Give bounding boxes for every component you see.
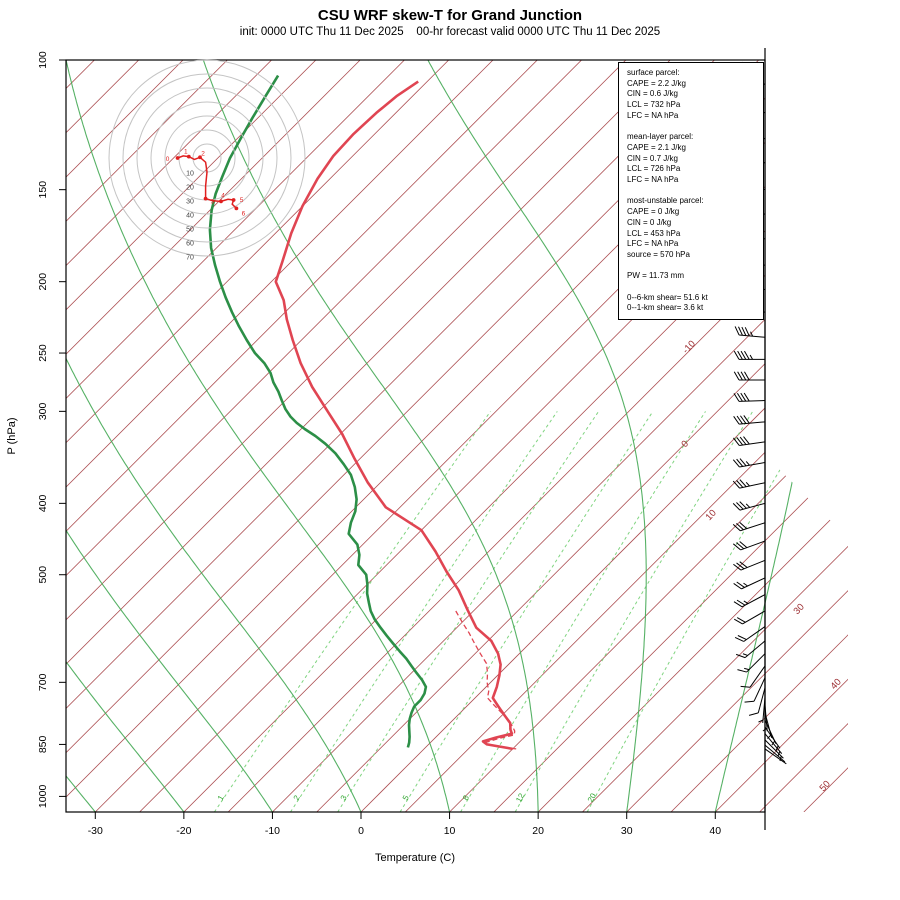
info-line: 0--1-km shear= 3.6 kt: [627, 303, 704, 313]
svg-text:3: 3: [211, 199, 215, 206]
info-line: LFC = NA hPa: [627, 239, 679, 249]
svg-text:0: 0: [679, 439, 691, 450]
svg-text:40: 40: [829, 677, 844, 692]
svg-text:30: 30: [621, 825, 633, 837]
info-line: [627, 122, 759, 133]
info-line: LCL = 732 hPa: [627, 100, 681, 110]
svg-text:20: 20: [532, 825, 544, 837]
svg-text:0: 0: [166, 156, 170, 163]
parcel-trace: [455, 610, 517, 750]
svg-text:700: 700: [37, 673, 49, 691]
svg-text:60: 60: [186, 241, 194, 248]
info-line: LCL = 726 hPa: [627, 164, 681, 174]
svg-text:150: 150: [37, 181, 49, 199]
info-line: source = 570 hPa: [627, 249, 690, 259]
svg-text:2: 2: [292, 793, 302, 802]
svg-text:10: 10: [186, 171, 194, 178]
svg-text:8: 8: [461, 793, 471, 802]
svg-text:50: 50: [186, 227, 194, 234]
info-line: CIN = 0.6 J/kg: [627, 89, 678, 99]
info-line: CIN = 0.7 J/kg: [627, 153, 678, 163]
chart-subtitle: init: 0000 UTC Thu 11 Dec 2025 00-hr for…: [239, 26, 661, 38]
svg-text:-10: -10: [680, 339, 697, 357]
svg-text:10: 10: [444, 825, 456, 837]
info-line: LFC = NA hPa: [627, 110, 679, 120]
svg-text:-10: -10: [265, 825, 280, 837]
svg-text:3: 3: [339, 793, 349, 802]
svg-text:0: 0: [358, 825, 364, 837]
mixing-ratio-labels: 1 2 3 5 8 12 20: [216, 791, 598, 804]
mixing-ratio-lines: [213, 411, 816, 812]
svg-text:4: 4: [221, 192, 225, 199]
hodograph: 10 20 30 40 50 60 70 0 1 2 34 5 6: [108, 59, 306, 262]
svg-text:20: 20: [586, 791, 598, 804]
svg-text:850: 850: [37, 735, 49, 753]
x-axis-title: Temperature (C): [375, 852, 455, 864]
svg-text:-20: -20: [176, 825, 191, 837]
info-line: LCL = 453 hPa: [627, 228, 681, 238]
info-line: CAPE = 0 J/kg: [627, 207, 680, 217]
dewpoint-trace: [208, 74, 428, 748]
isotherm-labels: -10 0 10 30 40 50: [679, 339, 843, 794]
info-line: mean-layer parcel:: [627, 132, 694, 142]
svg-text:30: 30: [186, 199, 194, 206]
temperature-trace: [274, 80, 514, 751]
svg-text:10: 10: [704, 508, 719, 523]
chart-title: CSU WRF skew-T for Grand Junction: [317, 7, 583, 24]
svg-text:5: 5: [401, 793, 411, 802]
svg-text:200: 200: [37, 273, 49, 291]
info-line: CAPE = 2.1 J/kg: [627, 142, 686, 152]
info-line: CIN = 0 J/kg: [627, 217, 672, 227]
info-line: [627, 261, 759, 272]
svg-text:20: 20: [186, 185, 194, 192]
y-axis-title: P (hPa): [6, 417, 18, 454]
info-line: LFC = NA hPa: [627, 175, 679, 185]
svg-text:6: 6: [242, 210, 246, 217]
parcel-info-box: surface parcel: CAPE = 2.2 J/kg CIN = 0.6 …: [618, 62, 764, 321]
svg-text:30: 30: [792, 602, 807, 617]
info-line: 0--6-km shear= 51.6 kt: [627, 292, 708, 302]
svg-text:40: 40: [709, 825, 721, 837]
svg-text:70: 70: [186, 255, 194, 262]
svg-text:500: 500: [37, 566, 49, 584]
svg-text:250: 250: [37, 344, 49, 362]
info-line: [627, 186, 759, 197]
svg-text:1000: 1000: [37, 785, 49, 809]
svg-text:2: 2: [201, 150, 205, 157]
svg-text:12: 12: [514, 791, 526, 804]
svg-text:300: 300: [37, 402, 49, 420]
svg-text:100: 100: [37, 51, 49, 69]
svg-text:40: 40: [186, 213, 194, 220]
svg-text:400: 400: [37, 494, 49, 512]
svg-text:5: 5: [240, 197, 244, 204]
sounding-traces: [208, 74, 517, 751]
svg-text:-30: -30: [88, 825, 103, 837]
isotherms: [66, 60, 848, 812]
info-line: surface parcel:: [627, 68, 680, 77]
svg-text:1: 1: [216, 793, 226, 802]
svg-text:1: 1: [184, 149, 188, 156]
info-line: most-unstable parcel:: [627, 196, 704, 206]
info-line: CAPE = 2.2 J/kg: [627, 78, 686, 88]
svg-text:50: 50: [818, 779, 833, 794]
info-line: [627, 282, 759, 293]
info-line: PW = 11.73 mm: [627, 271, 684, 281]
